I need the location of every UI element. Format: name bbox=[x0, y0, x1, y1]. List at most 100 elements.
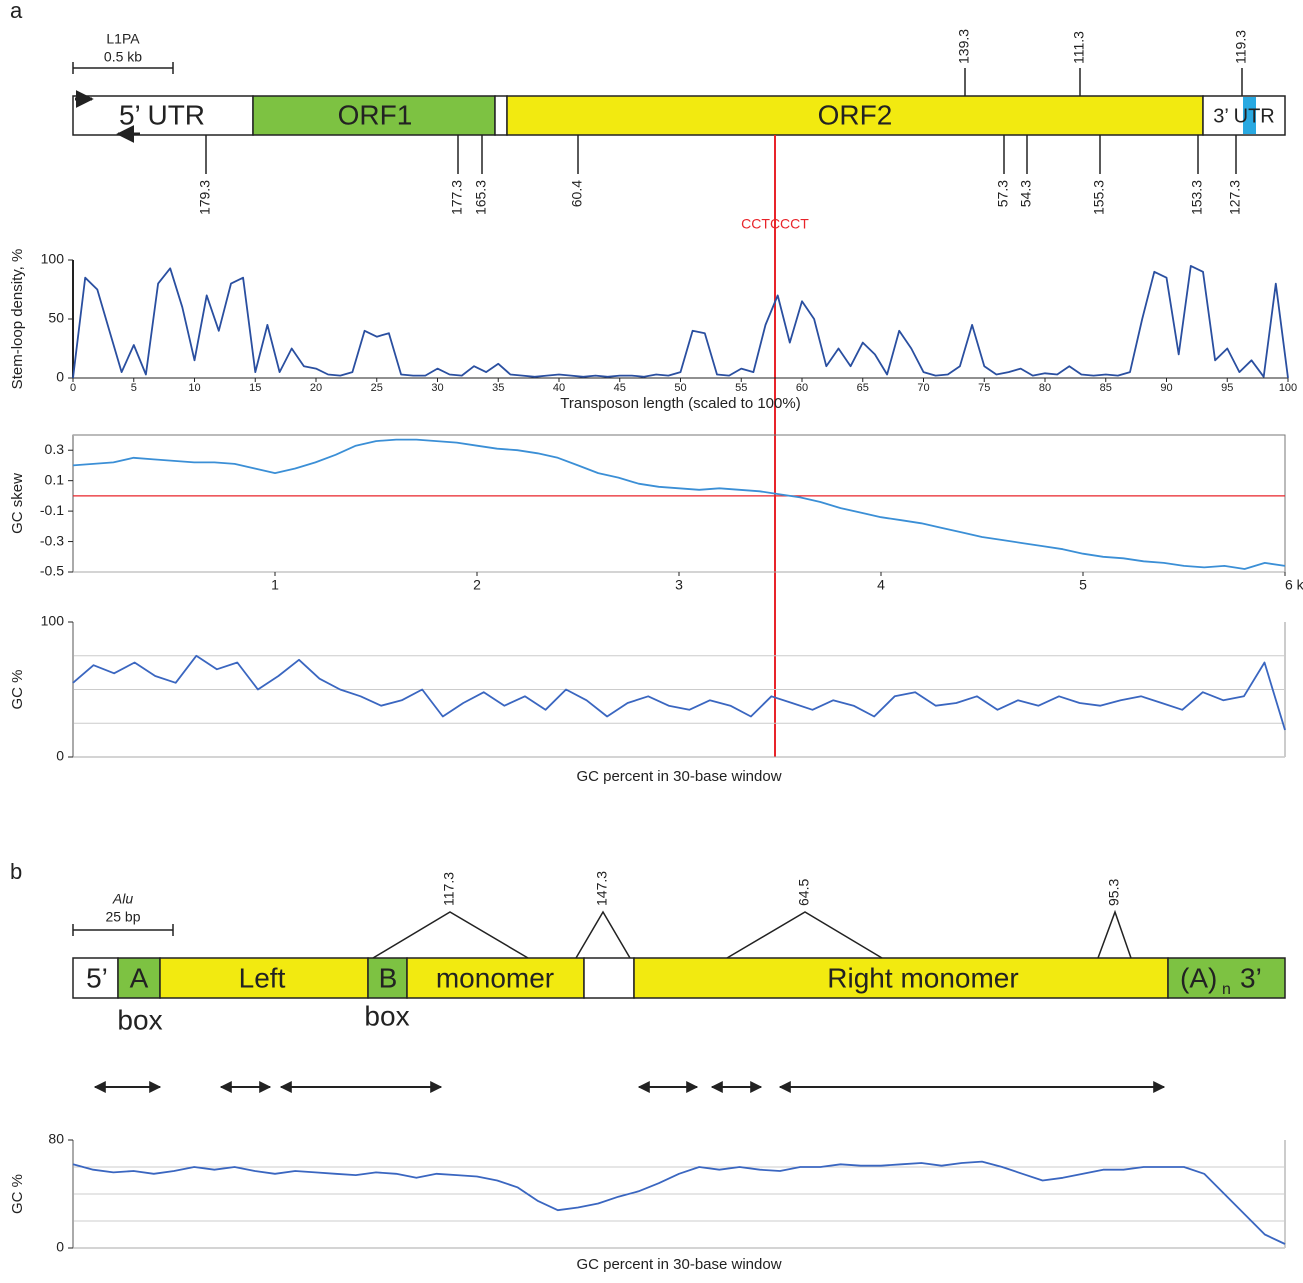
scale-bar bbox=[72, 924, 174, 936]
x-tick-label: 2 bbox=[473, 577, 481, 593]
segment-label: B bbox=[379, 962, 398, 993]
x-tick-label: 20 bbox=[310, 382, 322, 394]
marker-label: CCTCCCT bbox=[741, 216, 809, 232]
x-tick-label: 75 bbox=[978, 382, 990, 394]
y-tick-label: 80 bbox=[48, 1131, 64, 1147]
scale-name: Alu bbox=[112, 891, 133, 907]
x-tick-label: 5 bbox=[131, 382, 137, 394]
x-tick-label: 0 bbox=[70, 382, 76, 394]
x-tick-label: 4 bbox=[877, 577, 885, 593]
segment bbox=[506, 95, 1204, 136]
segment bbox=[72, 957, 119, 999]
y-axis-label: Stem-loop density, % bbox=[9, 249, 26, 390]
site-label: 117.3 bbox=[441, 872, 457, 906]
segment-label: monomer bbox=[436, 962, 554, 993]
box-label: box bbox=[117, 1004, 162, 1035]
site-label: 64.5 bbox=[796, 879, 812, 906]
segment-label: 3’ UTR bbox=[1213, 105, 1274, 127]
site-triangle bbox=[372, 909, 1132, 959]
site-label: 153.3 bbox=[1189, 180, 1205, 215]
y-axis-label: GC skew bbox=[9, 473, 26, 534]
site-label: 60.4 bbox=[569, 180, 585, 207]
x-tick-label: 5 bbox=[1079, 577, 1087, 593]
x-tick-label: 15 bbox=[249, 382, 261, 394]
x-tick-label: 1 bbox=[271, 577, 279, 593]
site-label: 54.3 bbox=[1018, 180, 1034, 207]
y-tick-label: -0.5 bbox=[40, 563, 64, 579]
segment-label: n bbox=[1222, 981, 1231, 998]
x-tick-label: 65 bbox=[857, 382, 869, 394]
site-label: 177.3 bbox=[449, 180, 465, 215]
plot-frame bbox=[72, 434, 1286, 573]
site-label: 111.3 bbox=[1071, 31, 1087, 64]
site-label: 155.3 bbox=[1091, 180, 1107, 215]
scale-length: 0.5 kb bbox=[104, 49, 142, 65]
site-label: 179.3 bbox=[197, 180, 213, 215]
y-tick-label: 0 bbox=[56, 369, 64, 385]
box-label: box bbox=[364, 1000, 409, 1031]
segment-label: 5’ bbox=[86, 962, 108, 993]
segment bbox=[1243, 97, 1256, 134]
x-tick-label: 40 bbox=[553, 382, 565, 394]
segment bbox=[159, 957, 369, 999]
segment bbox=[633, 957, 1169, 999]
site-label: 119.3 bbox=[1233, 30, 1249, 64]
x-tick-label: 50 bbox=[674, 382, 686, 394]
x-tick-label: 55 bbox=[735, 382, 747, 394]
x-tick-label: 85 bbox=[1100, 382, 1112, 394]
x-tick-label: 45 bbox=[614, 382, 626, 394]
y-axis-label: GC % bbox=[9, 669, 26, 709]
x-tick-label: 10 bbox=[188, 382, 200, 394]
y-tick-label: -0.1 bbox=[40, 502, 64, 518]
segment-label: A bbox=[130, 962, 149, 993]
x-tick-label: 100 bbox=[1279, 382, 1297, 394]
panel-label: a bbox=[10, 0, 23, 23]
segment bbox=[72, 95, 254, 136]
segment-label: 3’ bbox=[1240, 962, 1262, 993]
segment-label: (A) bbox=[1180, 962, 1217, 993]
segment-label: ORF2 bbox=[818, 99, 893, 130]
x-tick-label: 80 bbox=[1039, 382, 1051, 394]
data-line bbox=[72, 438, 1286, 570]
segment bbox=[583, 957, 635, 999]
y-tick-label: 0 bbox=[56, 748, 64, 764]
x-tick-label: 95 bbox=[1221, 382, 1233, 394]
x-axis-label: GC percent in 30-base window bbox=[576, 768, 781, 785]
scale-name: L1PA bbox=[106, 31, 140, 47]
panel-label: b bbox=[10, 859, 22, 884]
segment bbox=[1167, 957, 1286, 999]
x-axis-label: GC percent in 30-base window bbox=[576, 1256, 781, 1273]
site-label: 165.3 bbox=[473, 180, 489, 215]
x-axis-label: Transposon length (scaled to 100%) bbox=[560, 395, 800, 412]
segment bbox=[252, 95, 496, 136]
y-tick-label: 0 bbox=[56, 1239, 64, 1255]
scale-length: 25 bp bbox=[105, 909, 140, 925]
site-label: 127.3 bbox=[1227, 180, 1243, 215]
y-tick-label: -0.3 bbox=[40, 532, 64, 548]
x-tick-label: 70 bbox=[917, 382, 929, 394]
x-tick-label: 30 bbox=[431, 382, 443, 394]
segment-label: Right monomer bbox=[827, 962, 1018, 993]
x-tick-label: 35 bbox=[492, 382, 504, 394]
site-label: 95.3 bbox=[1106, 879, 1122, 906]
site-label: 147.3 bbox=[594, 871, 610, 906]
x-tick-label: 6 kb bbox=[1285, 577, 1303, 593]
site-label: 57.3 bbox=[995, 180, 1011, 207]
data-line bbox=[72, 654, 1286, 731]
scale-bar bbox=[72, 62, 174, 74]
y-tick-label: 100 bbox=[41, 251, 65, 267]
x-tick-label: 3 bbox=[675, 577, 683, 593]
y-tick-label: 0.3 bbox=[45, 441, 65, 457]
x-tick-label: 60 bbox=[796, 382, 808, 394]
y-tick-label: 50 bbox=[48, 310, 64, 326]
segment-label: Left bbox=[239, 962, 286, 993]
x-tick-label: 90 bbox=[1160, 382, 1172, 394]
segment bbox=[494, 95, 508, 136]
y-axis-label: GC % bbox=[9, 1174, 26, 1214]
y-tick-label: 100 bbox=[41, 613, 65, 629]
data-line bbox=[72, 1160, 1286, 1245]
data-line bbox=[72, 265, 1289, 379]
segment bbox=[367, 957, 408, 999]
segment-label: ORF1 bbox=[338, 99, 413, 130]
